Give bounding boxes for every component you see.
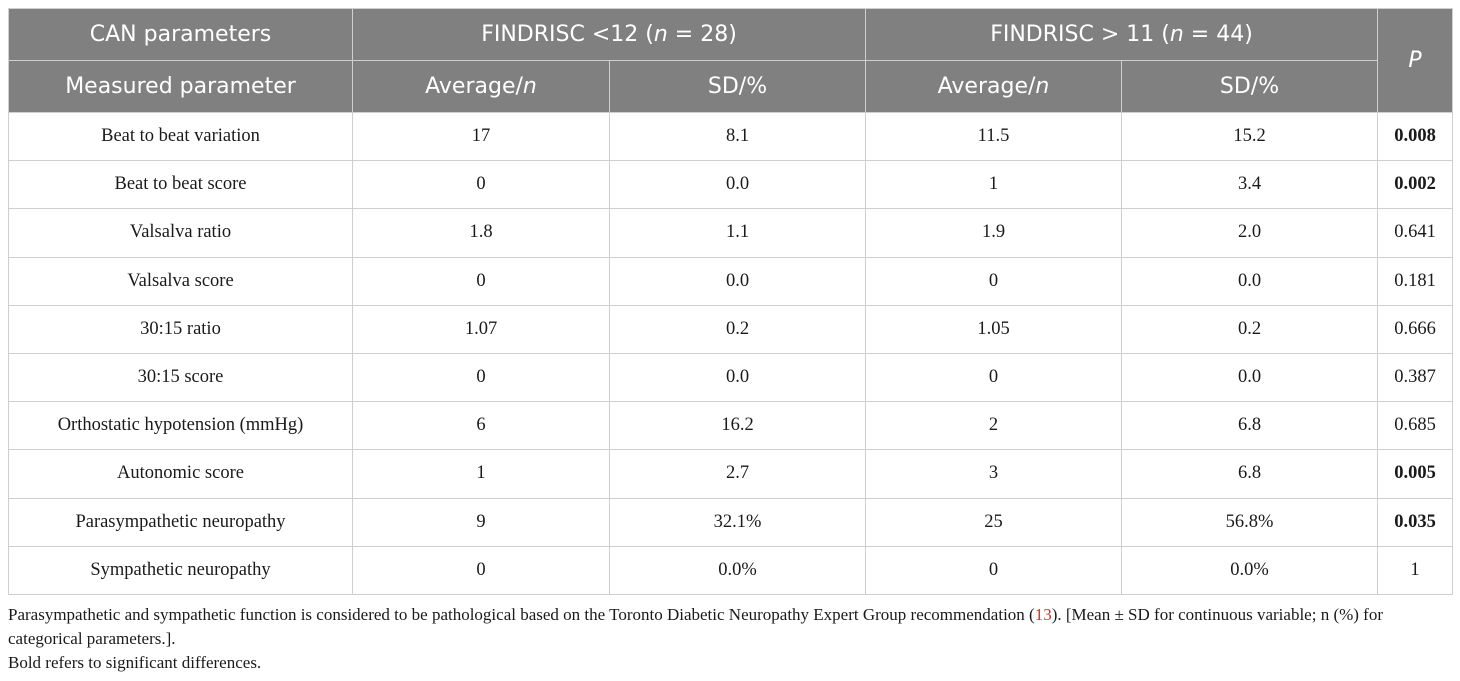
table-footnotes: Parasympathetic and sympathetic function… <box>8 603 1452 675</box>
table-row: Autonomic score 1 2.7 3 6.8 0.005 <box>8 449 1453 499</box>
cell-sd-group2: 0.2 <box>1121 304 1378 354</box>
cell-avg-group1: 0 <box>352 160 610 210</box>
cell-sd-group1: 0.0 <box>609 256 866 306</box>
table-row: Valsalva ratio 1.8 1.1 1.9 2.0 0.641 <box>8 208 1453 258</box>
cell-parameter: 30:15 score <box>8 352 353 403</box>
cell-sd-group1: 2.7 <box>609 449 866 499</box>
header-average-n-group2: Average/n <box>865 60 1122 113</box>
table-row: Orthostatic hypotension (mmHg) 6 16.2 2 … <box>8 401 1453 451</box>
footnote-bold-note: Bold refers to significant differences. <box>8 653 262 672</box>
cell-sd-group2: 3.4 <box>1121 160 1378 210</box>
header-can-parameters: CAN parameters <box>8 8 353 61</box>
table-body: Beat to beat variation 17 8.1 11.5 15.2 … <box>8 111 1453 595</box>
cell-p-value: 1 <box>1377 545 1453 595</box>
header-measured-parameter: Measured parameter <box>8 60 353 113</box>
cell-p-value: 0.181 <box>1377 256 1453 306</box>
cell-avg-group1: 1 <box>352 449 610 499</box>
table-row: Sympathetic neuropathy 0 0.0% 0 0.0% 1 <box>8 545 1453 595</box>
cell-p-value: 0.641 <box>1377 208 1453 258</box>
can-parameters-table: CAN parameters FINDRISC <12 (n = 28) FIN… <box>8 8 1453 595</box>
cell-avg-group2: 25 <box>865 497 1122 547</box>
cell-sd-group1: 0.0 <box>609 160 866 210</box>
cell-avg-group1: 0 <box>352 256 610 306</box>
cell-sd-group1: 0.0% <box>609 545 866 595</box>
table-row: Valsalva score 0 0.0 0 0.0 0.181 <box>8 256 1453 306</box>
table-row: Beat to beat score 0 0.0 1 3.4 0.002 <box>8 160 1453 210</box>
cell-avg-group1: 0 <box>352 352 610 403</box>
cell-p-value: 0.002 <box>1377 160 1453 210</box>
table-row: Beat to beat variation 17 8.1 11.5 15.2 … <box>8 111 1453 162</box>
header-row-groups: CAN parameters FINDRISC <12 (n = 28) FIN… <box>8 8 1453 113</box>
cell-sd-group2: 0.0% <box>1121 545 1378 595</box>
cell-sd-group1: 0.2 <box>609 304 866 354</box>
cell-p-value: 0.008 <box>1377 111 1453 162</box>
cell-avg-group2: 1.05 <box>865 304 1122 354</box>
cell-avg-group1: 1.8 <box>352 208 610 258</box>
cell-sd-group2: 2.0 <box>1121 208 1378 258</box>
table-row: 30:15 score 0 0.0 0 0.0 0.387 <box>8 352 1453 403</box>
header-sd-group1: SD/% <box>609 60 866 113</box>
cell-sd-group2: 0.0 <box>1121 256 1378 306</box>
cell-avg-group2: 0 <box>865 352 1122 403</box>
header-group-findrisc-high: FINDRISC > 11 (n = 44) <box>865 8 1378 61</box>
cell-sd-group2: 6.8 <box>1121 449 1378 499</box>
cell-sd-group2: 15.2 <box>1121 111 1378 162</box>
header-sd-group2: SD/% <box>1121 60 1378 113</box>
cell-p-value: 0.005 <box>1377 449 1453 499</box>
table-header: CAN parameters FINDRISC <12 (n = 28) FIN… <box>8 8 1453 113</box>
cell-sd-group1: 32.1% <box>609 497 866 547</box>
cell-p-value: 0.685 <box>1377 401 1453 451</box>
cell-p-value: 0.666 <box>1377 304 1453 354</box>
header-p-value: P <box>1377 8 1453 113</box>
cell-parameter: Sympathetic neuropathy <box>8 545 353 595</box>
footnote-definition: Parasympathetic and sympathetic function… <box>8 605 1383 648</box>
cell-parameter: Beat to beat variation <box>8 111 353 162</box>
cell-avg-group1: 0 <box>352 545 610 595</box>
cell-avg-group2: 0 <box>865 256 1122 306</box>
header-row-subcolumns: Measured parameter Average/n SD/% Averag… <box>8 60 1453 113</box>
cell-avg-group2: 3 <box>865 449 1122 499</box>
cell-parameter: Valsalva ratio <box>8 208 353 258</box>
cell-avg-group2: 0 <box>865 545 1122 595</box>
cell-avg-group2: 1 <box>865 160 1122 210</box>
cell-sd-group1: 8.1 <box>609 111 866 162</box>
cell-avg-group1: 17 <box>352 111 610 162</box>
cell-sd-group2: 6.8 <box>1121 401 1378 451</box>
cell-sd-group1: 16.2 <box>609 401 866 451</box>
cell-avg-group1: 9 <box>352 497 610 547</box>
header-group-findrisc-low: FINDRISC <12 (n = 28) <box>352 8 866 61</box>
cell-sd-group1: 1.1 <box>609 208 866 258</box>
cell-parameter: Beat to beat score <box>8 160 353 210</box>
cell-parameter: 30:15 ratio <box>8 304 353 354</box>
cell-parameter: Autonomic score <box>8 449 353 499</box>
table-row: Parasympathetic neuropathy 9 32.1% 25 56… <box>8 497 1453 547</box>
cell-sd-group1: 0.0 <box>609 352 866 403</box>
cell-sd-group2: 0.0 <box>1121 352 1378 403</box>
header-average-n-group1: Average/n <box>352 60 610 113</box>
cell-avg-group2: 2 <box>865 401 1122 451</box>
cell-avg-group1: 1.07 <box>352 304 610 354</box>
cell-avg-group1: 6 <box>352 401 610 451</box>
reference-link[interactable]: 13 <box>1034 605 1052 624</box>
cell-avg-group2: 1.9 <box>865 208 1122 258</box>
cell-parameter: Valsalva score <box>8 256 353 306</box>
cell-p-value: 0.387 <box>1377 352 1453 403</box>
cell-p-value: 0.035 <box>1377 497 1453 547</box>
table-row: 30:15 ratio 1.07 0.2 1.05 0.2 0.666 <box>8 304 1453 354</box>
cell-parameter: Orthostatic hypotension (mmHg) <box>8 401 353 451</box>
cell-avg-group2: 11.5 <box>865 111 1122 162</box>
cell-parameter: Parasympathetic neuropathy <box>8 497 353 547</box>
cell-sd-group2: 56.8% <box>1121 497 1378 547</box>
